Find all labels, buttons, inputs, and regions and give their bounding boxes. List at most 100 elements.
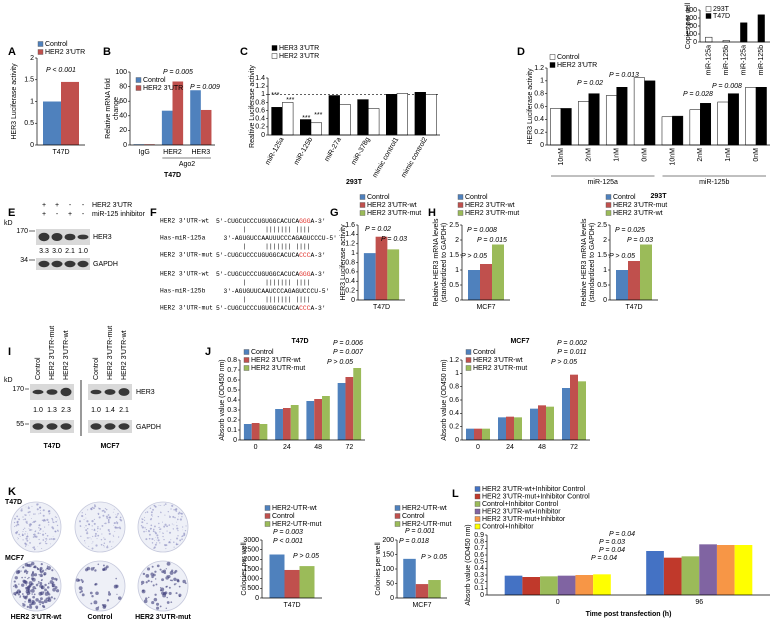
colony [46, 534, 49, 537]
colony [100, 543, 103, 546]
band-label: HER3 [136, 389, 155, 396]
colony [41, 519, 44, 522]
bar [575, 575, 594, 595]
colony [29, 583, 32, 587]
colony [159, 605, 162, 608]
colony [94, 535, 97, 538]
plate [74, 560, 126, 612]
legend-swatch [457, 202, 464, 208]
y-tick-label: 1.5 [24, 77, 34, 84]
colony [27, 599, 32, 604]
colony [152, 530, 155, 533]
bar [133, 144, 145, 145]
bar [61, 81, 79, 145]
colony [27, 511, 30, 514]
colony [172, 528, 175, 530]
bar [269, 554, 285, 598]
annotation: P > 0.05 [293, 553, 319, 560]
y-tick-label: 1.6 [345, 222, 355, 229]
colony [154, 543, 157, 546]
legend-label: HER2 3'UTR [279, 53, 319, 60]
band [77, 260, 89, 268]
colony [156, 537, 159, 539]
colony [109, 541, 111, 543]
colony [30, 518, 32, 519]
colony [166, 530, 168, 532]
colony [145, 538, 148, 541]
annotation: P = 0.04 [609, 531, 635, 538]
x-axis-label: 293T [346, 179, 363, 186]
colony [44, 519, 46, 522]
colony [167, 575, 171, 579]
legend-swatch [465, 349, 472, 355]
colony [91, 525, 93, 527]
colony [22, 566, 25, 569]
bar [339, 104, 351, 136]
y-tick-label: 0.8 [534, 91, 544, 98]
colony [34, 546, 35, 548]
colony [149, 527, 152, 530]
colony [112, 541, 114, 543]
colony [35, 583, 39, 587]
colony [24, 533, 26, 535]
ratio: 2.1 [65, 248, 75, 255]
colony [25, 572, 28, 575]
colony [153, 504, 156, 507]
band [77, 234, 89, 240]
annotation: P = 0.03 [599, 539, 625, 546]
colony [24, 576, 26, 579]
band [118, 388, 130, 396]
ratio: 1.3 [47, 407, 57, 414]
colony [101, 510, 104, 512]
annotation: P > 0.05 [609, 253, 635, 260]
legend-label: HER3 3'UTR [279, 45, 319, 52]
bar [700, 103, 712, 146]
bar [605, 95, 617, 146]
colony [91, 529, 93, 531]
colony [84, 542, 86, 544]
band [90, 423, 102, 430]
colony [105, 515, 108, 518]
bar [640, 244, 652, 300]
legend-swatch [394, 521, 401, 527]
colony [31, 577, 36, 582]
colony [33, 513, 35, 515]
colony [178, 585, 181, 588]
x-tick-label: 48 [538, 444, 546, 451]
y-tick-label: 0.5 [597, 282, 607, 289]
bar [428, 580, 441, 598]
colony [42, 539, 45, 541]
colony [13, 592, 17, 596]
sign: + [55, 202, 59, 209]
colony [102, 514, 105, 517]
colony [111, 546, 113, 547]
colony [146, 522, 148, 525]
colony [81, 512, 83, 514]
colony [44, 583, 47, 587]
colony [57, 530, 59, 532]
colony [22, 603, 26, 607]
colony [38, 538, 40, 541]
sign: - [82, 211, 85, 218]
colony [55, 520, 58, 523]
colony [166, 561, 171, 566]
colony [156, 606, 160, 610]
y-tick-label: 2 [30, 55, 34, 62]
colony [24, 527, 26, 529]
colony [104, 538, 106, 541]
colony [25, 522, 27, 524]
colony [21, 534, 24, 536]
colony [166, 601, 170, 604]
colony [177, 579, 180, 583]
legend-swatch [474, 523, 481, 530]
y-tick-label: 0 [455, 297, 459, 304]
annotation: P = 0.008 [467, 227, 497, 234]
colony [38, 573, 40, 576]
colony [33, 534, 35, 536]
colony [97, 563, 100, 566]
bar [275, 409, 283, 440]
y-axis-label: HER3 Luciferase activity [527, 68, 534, 145]
colony [45, 543, 47, 545]
row-label: T47D [5, 499, 22, 506]
colony [155, 539, 157, 541]
